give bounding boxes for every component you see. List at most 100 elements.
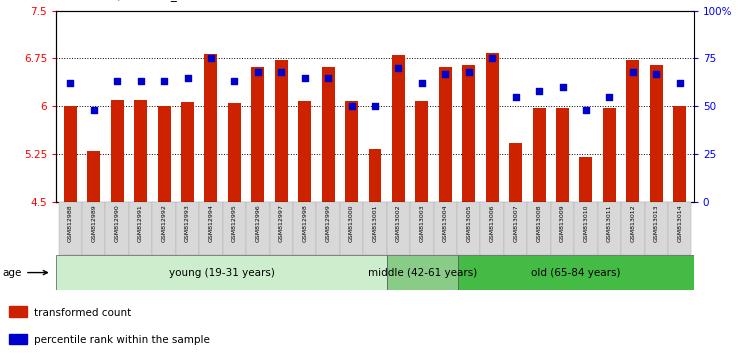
FancyBboxPatch shape: [82, 202, 106, 255]
Bar: [368, 149, 382, 202]
Bar: [205, 54, 218, 202]
Text: middle (42-61 years): middle (42-61 years): [368, 268, 477, 278]
Point: [416, 80, 428, 86]
FancyBboxPatch shape: [387, 202, 410, 255]
Text: GSM813006: GSM813006: [490, 205, 495, 242]
Point: [510, 94, 522, 99]
Point: [88, 107, 100, 113]
Text: GSM812995: GSM812995: [232, 205, 237, 242]
FancyBboxPatch shape: [410, 202, 434, 255]
FancyBboxPatch shape: [527, 202, 550, 255]
Text: transformed count: transformed count: [34, 308, 131, 318]
Point: [322, 75, 334, 80]
Point: [463, 69, 475, 75]
FancyBboxPatch shape: [363, 202, 387, 255]
FancyBboxPatch shape: [433, 202, 457, 255]
Text: GSM813003: GSM813003: [419, 205, 424, 242]
Bar: [251, 67, 264, 202]
Bar: [580, 157, 592, 202]
Text: GSM812989: GSM812989: [92, 205, 96, 242]
Text: GSM812992: GSM812992: [161, 205, 166, 242]
Text: GSM813001: GSM813001: [373, 205, 377, 242]
Bar: [462, 65, 476, 202]
FancyBboxPatch shape: [387, 255, 458, 290]
Bar: [603, 108, 616, 202]
Bar: [345, 101, 358, 202]
FancyBboxPatch shape: [340, 202, 363, 255]
FancyBboxPatch shape: [58, 202, 82, 255]
Bar: [181, 102, 194, 202]
Point: [627, 69, 639, 75]
Bar: [158, 106, 170, 202]
Text: GSM813011: GSM813011: [607, 205, 612, 242]
FancyBboxPatch shape: [200, 202, 223, 255]
FancyBboxPatch shape: [129, 202, 152, 255]
Text: GSM813012: GSM813012: [630, 205, 635, 242]
Bar: [674, 106, 686, 202]
Bar: [87, 151, 100, 202]
Text: GSM812994: GSM812994: [209, 205, 214, 242]
Point: [205, 56, 217, 61]
Text: GSM813000: GSM813000: [349, 205, 354, 242]
Point: [252, 69, 264, 75]
Point: [346, 103, 358, 109]
Bar: [322, 67, 334, 202]
Point: [486, 56, 498, 61]
Bar: [9, 306, 27, 317]
Text: GSM813004: GSM813004: [442, 205, 448, 242]
Point: [298, 75, 310, 80]
Bar: [650, 65, 663, 202]
Text: percentile rank within the sample: percentile rank within the sample: [34, 335, 209, 345]
FancyBboxPatch shape: [223, 202, 246, 255]
Text: GSM813007: GSM813007: [513, 205, 518, 242]
FancyBboxPatch shape: [504, 202, 527, 255]
Point: [556, 84, 568, 90]
FancyBboxPatch shape: [316, 202, 340, 255]
Bar: [556, 108, 569, 202]
Point: [111, 79, 123, 84]
Point: [603, 94, 615, 99]
FancyBboxPatch shape: [56, 255, 387, 290]
Point: [275, 69, 287, 75]
Text: GSM813008: GSM813008: [536, 205, 542, 242]
FancyBboxPatch shape: [458, 255, 694, 290]
Point: [580, 107, 592, 113]
Bar: [439, 67, 452, 202]
Bar: [64, 106, 76, 202]
FancyBboxPatch shape: [269, 202, 293, 255]
Text: young (19-31 years): young (19-31 years): [169, 268, 274, 278]
Text: GSM813005: GSM813005: [466, 205, 471, 242]
Bar: [298, 101, 311, 202]
Point: [369, 103, 381, 109]
Bar: [228, 103, 241, 202]
Text: GSM812991: GSM812991: [138, 205, 143, 242]
Bar: [134, 100, 147, 202]
Text: GSM813010: GSM813010: [584, 205, 589, 242]
Text: GSM812993: GSM812993: [185, 205, 190, 242]
Text: GSM812998: GSM812998: [302, 205, 307, 242]
FancyBboxPatch shape: [246, 202, 269, 255]
Point: [440, 71, 452, 76]
FancyBboxPatch shape: [644, 202, 668, 255]
FancyBboxPatch shape: [481, 202, 504, 255]
FancyBboxPatch shape: [152, 202, 176, 255]
FancyBboxPatch shape: [621, 202, 644, 255]
Bar: [111, 100, 124, 202]
Text: GSM813002: GSM813002: [396, 205, 401, 242]
Point: [228, 79, 240, 84]
Text: GDS3942 / 229257_at: GDS3942 / 229257_at: [58, 0, 188, 1]
Bar: [486, 53, 499, 202]
FancyBboxPatch shape: [106, 202, 129, 255]
Text: GSM812996: GSM812996: [255, 205, 260, 242]
Bar: [9, 334, 27, 344]
Bar: [392, 55, 405, 202]
Text: age: age: [3, 268, 47, 278]
Bar: [532, 108, 545, 202]
Point: [135, 79, 147, 84]
Bar: [626, 60, 639, 202]
Point: [158, 79, 170, 84]
FancyBboxPatch shape: [176, 202, 200, 255]
Text: GSM812997: GSM812997: [279, 205, 284, 242]
Point: [182, 75, 194, 80]
FancyBboxPatch shape: [574, 202, 598, 255]
